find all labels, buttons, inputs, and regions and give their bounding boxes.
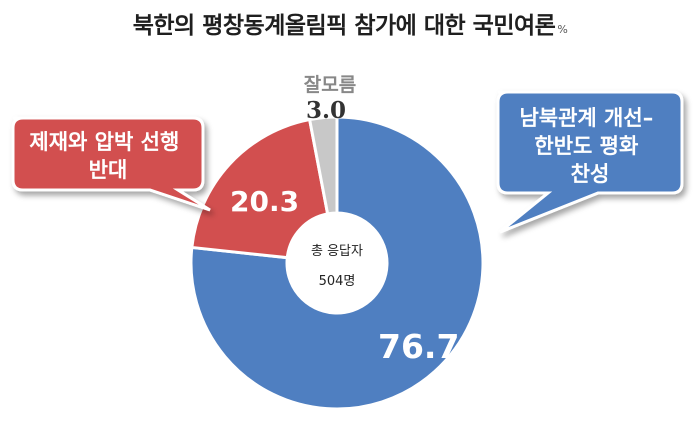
callout-approve bbox=[496, 90, 684, 234]
chart-unit: % bbox=[557, 23, 568, 36]
center-label: 총 응답자 bbox=[311, 244, 363, 259]
chart-title: 북한의 평창동계올림픽 참가에 대한 국민여론% bbox=[0, 6, 700, 40]
value-label-approve: 76.7 bbox=[378, 327, 459, 366]
callout-approve-text: 남북관계 개선– 한반도 평화 찬성 bbox=[519, 106, 660, 186]
donut-hole bbox=[287, 213, 387, 313]
callout-approve-line-1: 남북관계 개선– bbox=[519, 106, 653, 130]
callout-oppose-text: 제재와 압박 선행 반대 bbox=[29, 130, 186, 182]
callout-oppose-line-2: 반대 bbox=[89, 158, 128, 182]
callout-approve-line-3: 찬성 bbox=[571, 162, 610, 186]
callout-approve-line-2: 한반도 평화 bbox=[534, 134, 639, 158]
value-label-dontknow: 3.0 bbox=[306, 97, 346, 124]
center-value: 504명 bbox=[319, 274, 356, 289]
value-label-oppose: 20.3 bbox=[230, 185, 299, 218]
chart-title-text: 북한의 평창동계올림픽 참가에 대한 국민여론 bbox=[132, 13, 556, 39]
callout-oppose-line-1: 제재와 압박 선행 bbox=[29, 130, 179, 154]
callout-oppose bbox=[11, 116, 211, 212]
label-dontknow: 잘모름 bbox=[304, 74, 356, 96]
